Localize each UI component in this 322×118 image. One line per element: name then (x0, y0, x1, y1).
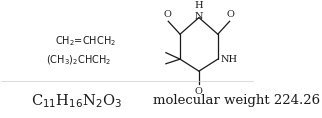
Text: CH$_2$=CHCH$_2$: CH$_2$=CHCH$_2$ (55, 35, 116, 48)
Text: NH: NH (220, 55, 237, 64)
Text: O: O (227, 10, 235, 19)
Text: H: H (194, 1, 203, 10)
Text: O: O (195, 87, 203, 96)
Text: molecular weight 224.26: molecular weight 224.26 (153, 95, 320, 107)
Text: N: N (195, 12, 203, 21)
Text: O: O (163, 10, 171, 19)
Text: C$_{11}$H$_{16}$N$_{2}$O$_{3}$: C$_{11}$H$_{16}$N$_{2}$O$_{3}$ (31, 92, 122, 110)
Text: (CH$_3$)$_2$CHCH$_2$: (CH$_3$)$_2$CHCH$_2$ (46, 54, 111, 67)
